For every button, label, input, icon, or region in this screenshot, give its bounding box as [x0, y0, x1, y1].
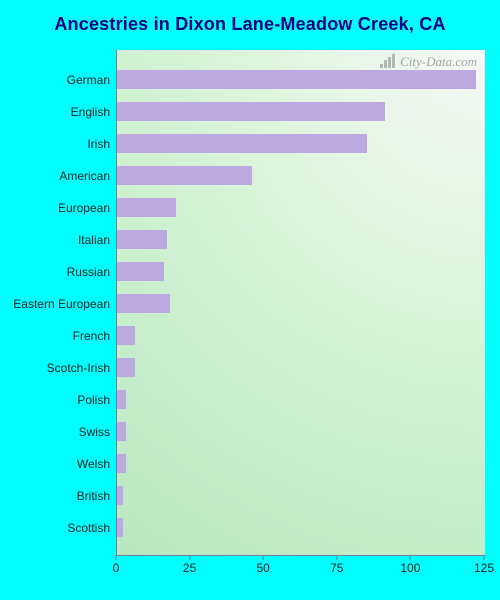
xtick-mark — [410, 555, 411, 560]
bar — [117, 422, 126, 441]
bar — [117, 390, 126, 409]
bar — [117, 326, 135, 345]
bar — [117, 262, 164, 281]
category-label: European — [2, 202, 110, 214]
xtick-mark — [336, 555, 337, 560]
x-axis: 0255075100125 — [116, 555, 484, 585]
bar — [117, 454, 126, 473]
bar — [117, 70, 476, 89]
bar — [117, 294, 170, 313]
category-label: Russian — [2, 266, 110, 278]
plot-area: City-Data.com — [116, 50, 485, 556]
xtick-label: 100 — [400, 561, 420, 575]
category-label: English — [2, 106, 110, 118]
xtick-label: 125 — [474, 561, 494, 575]
plot-background — [117, 50, 485, 555]
category-label: French — [2, 330, 110, 342]
xtick-label: 0 — [113, 561, 120, 575]
xtick-label: 25 — [183, 561, 196, 575]
category-label: British — [2, 490, 110, 502]
category-label: Irish — [2, 138, 110, 150]
chart-title: Ancestries in Dixon Lane-Meadow Creek, C… — [0, 0, 500, 43]
category-label: Swiss — [2, 426, 110, 438]
y-axis-labels: German English Irish American European Italia… — [0, 50, 110, 555]
xtick-mark — [484, 555, 485, 560]
category-label: Welsh — [2, 458, 110, 470]
category-label: Scotch-Irish — [2, 362, 110, 374]
category-label: German — [2, 74, 110, 86]
xtick-mark — [189, 555, 190, 560]
bar — [117, 486, 123, 505]
xtick-mark — [263, 555, 264, 560]
bar — [117, 166, 252, 185]
bar — [117, 230, 167, 249]
category-label: American — [2, 170, 110, 182]
xtick-label: 50 — [257, 561, 270, 575]
bar — [117, 198, 176, 217]
bar — [117, 134, 367, 153]
category-label: Eastern European — [2, 298, 110, 310]
category-label: Scottish — [2, 522, 110, 534]
bar — [117, 102, 385, 121]
bar — [117, 358, 135, 377]
xtick-label: 75 — [330, 561, 343, 575]
category-label: Italian — [2, 234, 110, 246]
category-label: Polish — [2, 394, 110, 406]
bar — [117, 518, 123, 537]
xtick-mark — [116, 555, 117, 560]
